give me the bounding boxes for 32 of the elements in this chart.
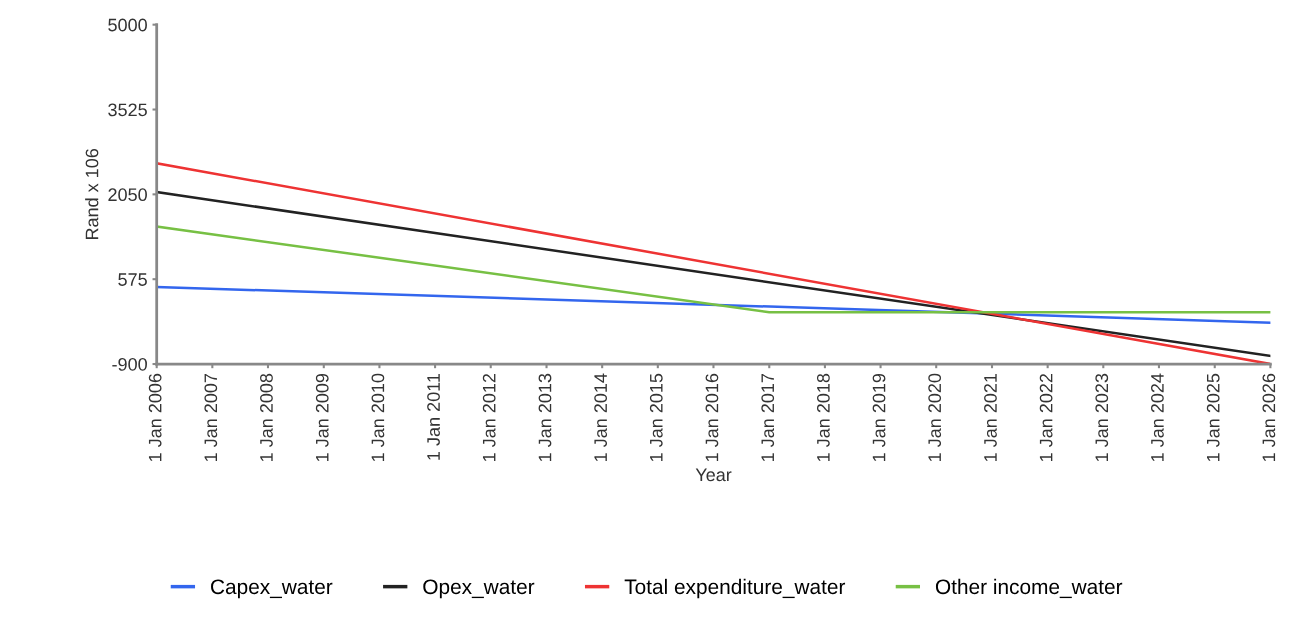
legend-label: Capex_water (211, 579, 333, 599)
x-axis-title: Year (695, 468, 732, 482)
x-tick-label: 1 Jan 2008 (260, 373, 273, 462)
x-tick-label: 1 Jan 2010 (371, 373, 385, 462)
x-tick-label: 1 Jan 2020 (928, 373, 942, 462)
y-tick-label: -900 (112, 357, 147, 371)
legend-label: Opex_water (423, 579, 535, 599)
y-tick-label: 575 (118, 273, 147, 286)
x-tick-label: 1 Jan 2013 (538, 373, 552, 462)
legend-label: Total expenditure_water (624, 578, 846, 599)
x-tick-label: 1 Jan 2015 (649, 373, 663, 462)
x-tick-label: 1 Jan 2014 (594, 373, 608, 462)
y-tick-label: 5000 (108, 18, 147, 32)
x-tick-label: 1 Jan 2007 (204, 373, 218, 462)
x-tick-label: 1 Jan 2026 (1262, 373, 1276, 462)
x-tick-label: 1 Jan 2025 (1206, 373, 1220, 462)
x-tick-label: 1 Jan 2019 (872, 373, 886, 462)
x-tick-label: 1 Jan 2018 (816, 373, 830, 462)
x-tick-label: 1 Jan 2012 (482, 373, 496, 462)
y-axis-title: Rand x 106 (85, 148, 99, 240)
y-tick-label: 2050 (108, 188, 147, 202)
x-tick-label: 1 Jan 2009 (315, 373, 329, 462)
x-tick-label: 1 Jan 2022 (1039, 373, 1053, 462)
y-tick-label: 3525 (108, 103, 147, 117)
x-tick-label: 1 Jan 2016 (705, 373, 719, 462)
x-tick-label: 1 Jan 2021 (984, 373, 997, 462)
x-tick-label: 1 Jan 2017 (761, 373, 775, 462)
legend-label: Other income_water (935, 578, 1123, 599)
x-tick-label: 1 Jan 2024 (1151, 373, 1164, 462)
x-tick-label: 1 Jan 2023 (1095, 373, 1109, 462)
x-tick-label: 1 Jan 2011 (427, 373, 440, 460)
x-tick-label: 1 Jan 2006 (148, 373, 162, 462)
